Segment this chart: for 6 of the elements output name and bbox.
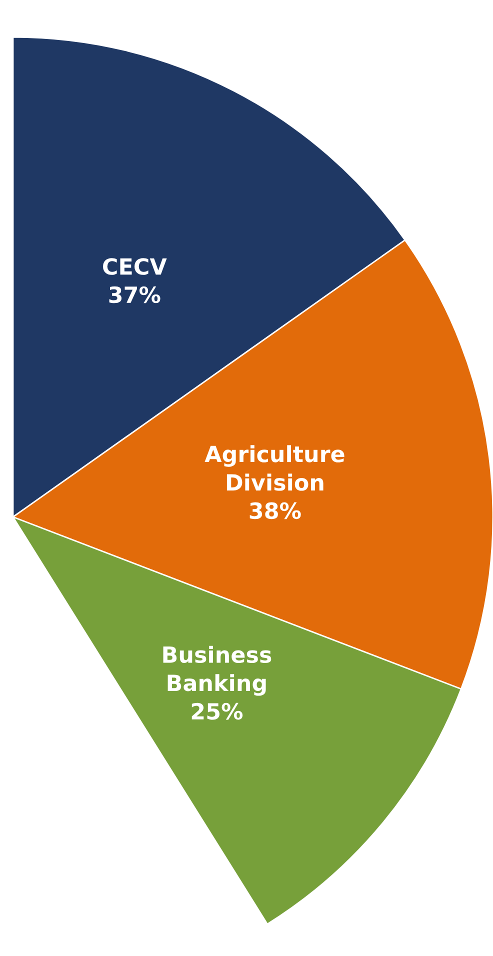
slice-label: Agriculture Division	[204, 445, 344, 491]
slice-label: CECV	[103, 258, 167, 275]
data-label: 38%	[250, 502, 301, 520]
slice-label: Business Banking	[163, 646, 272, 696]
data-label: 37%	[109, 286, 160, 304]
data-label: 25%	[192, 702, 243, 720]
